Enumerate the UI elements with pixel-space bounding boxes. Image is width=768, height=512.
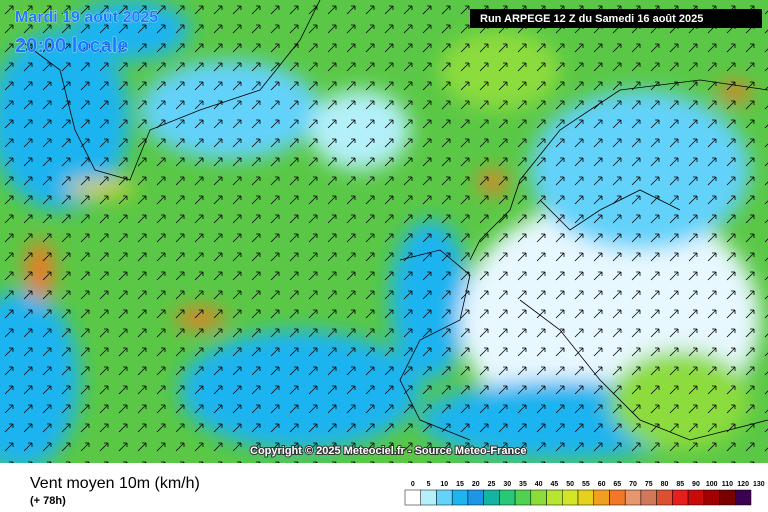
scale-swatch [640,489,657,506]
scale-swatch [499,489,516,506]
scale-tick-label: 130 [753,481,765,488]
run-info: Run ARPEGE 12 Z du Samedi 16 août 2025 [480,13,703,25]
scale-swatch [687,489,705,506]
forecast-date: Mardi 19 août 2025 [15,9,158,26]
scale-tick-label: 25 [488,481,496,488]
map-title: Vent moyen 10m (km/h) [30,475,200,492]
scale-swatch [420,489,437,506]
scale-tick-label: 0 [411,481,415,488]
scale-tick-label: 90 [692,481,700,488]
scale-swatch [735,489,752,506]
scale-swatch [624,489,642,506]
scale-swatch [609,489,626,506]
scale-tick-label: 80 [661,481,669,488]
scale-tick-label: 120 [737,481,749,488]
scale-swatch [703,489,720,506]
scale-swatch [546,489,563,506]
scale-tick-label: 5 [427,481,431,488]
scale-swatch [467,489,484,506]
scale-swatch [514,489,532,506]
wind-map [0,0,768,463]
scale-tick-label: 45 [551,481,559,488]
scale-swatch [577,489,594,506]
scale-swatch [672,489,689,506]
scale-swatch [593,489,610,506]
copyright: Copyright © 2025 Meteociel.fr - Source M… [250,445,526,457]
scale-tick-label: 70 [629,481,637,488]
scale-tick-label: 30 [503,481,511,488]
scale-swatch [483,489,500,506]
scale-swatch [530,489,547,506]
color-scale: 0 5 10 15 20 25 30 35 40 45 50 55 60 65 70 75 80 85 90 100 1… [404,481,765,506]
scale-swatch [404,489,421,506]
scale-swatch [719,489,736,506]
scale-swatch [451,489,469,506]
scale-swatch [436,489,453,506]
scale-tick-label: 20 [472,481,480,488]
scale-tick-label: 35 [519,481,527,488]
scale-swatch [562,489,579,506]
scale-tick-label: 60 [598,481,606,488]
lead-time: (+ 78h) [30,495,66,507]
scale-tick-label: 10 [440,481,448,488]
scale-tick-label: 55 [582,481,590,488]
scale-tick-label: 15 [456,481,464,488]
scale-tick-label: 40 [535,481,543,488]
scale-tick-label: 100 [706,481,718,488]
scale-tick-label: 75 [645,481,653,488]
run-box [470,9,762,28]
scale-tick-label: 50 [566,481,574,488]
scale-tick-label: 65 [613,481,621,488]
scale-tick-label: 85 [676,481,684,488]
scale-tick-label: 110 [722,481,733,488]
forecast-time: 20:00 locale [15,35,128,57]
scale-swatch [656,489,673,506]
